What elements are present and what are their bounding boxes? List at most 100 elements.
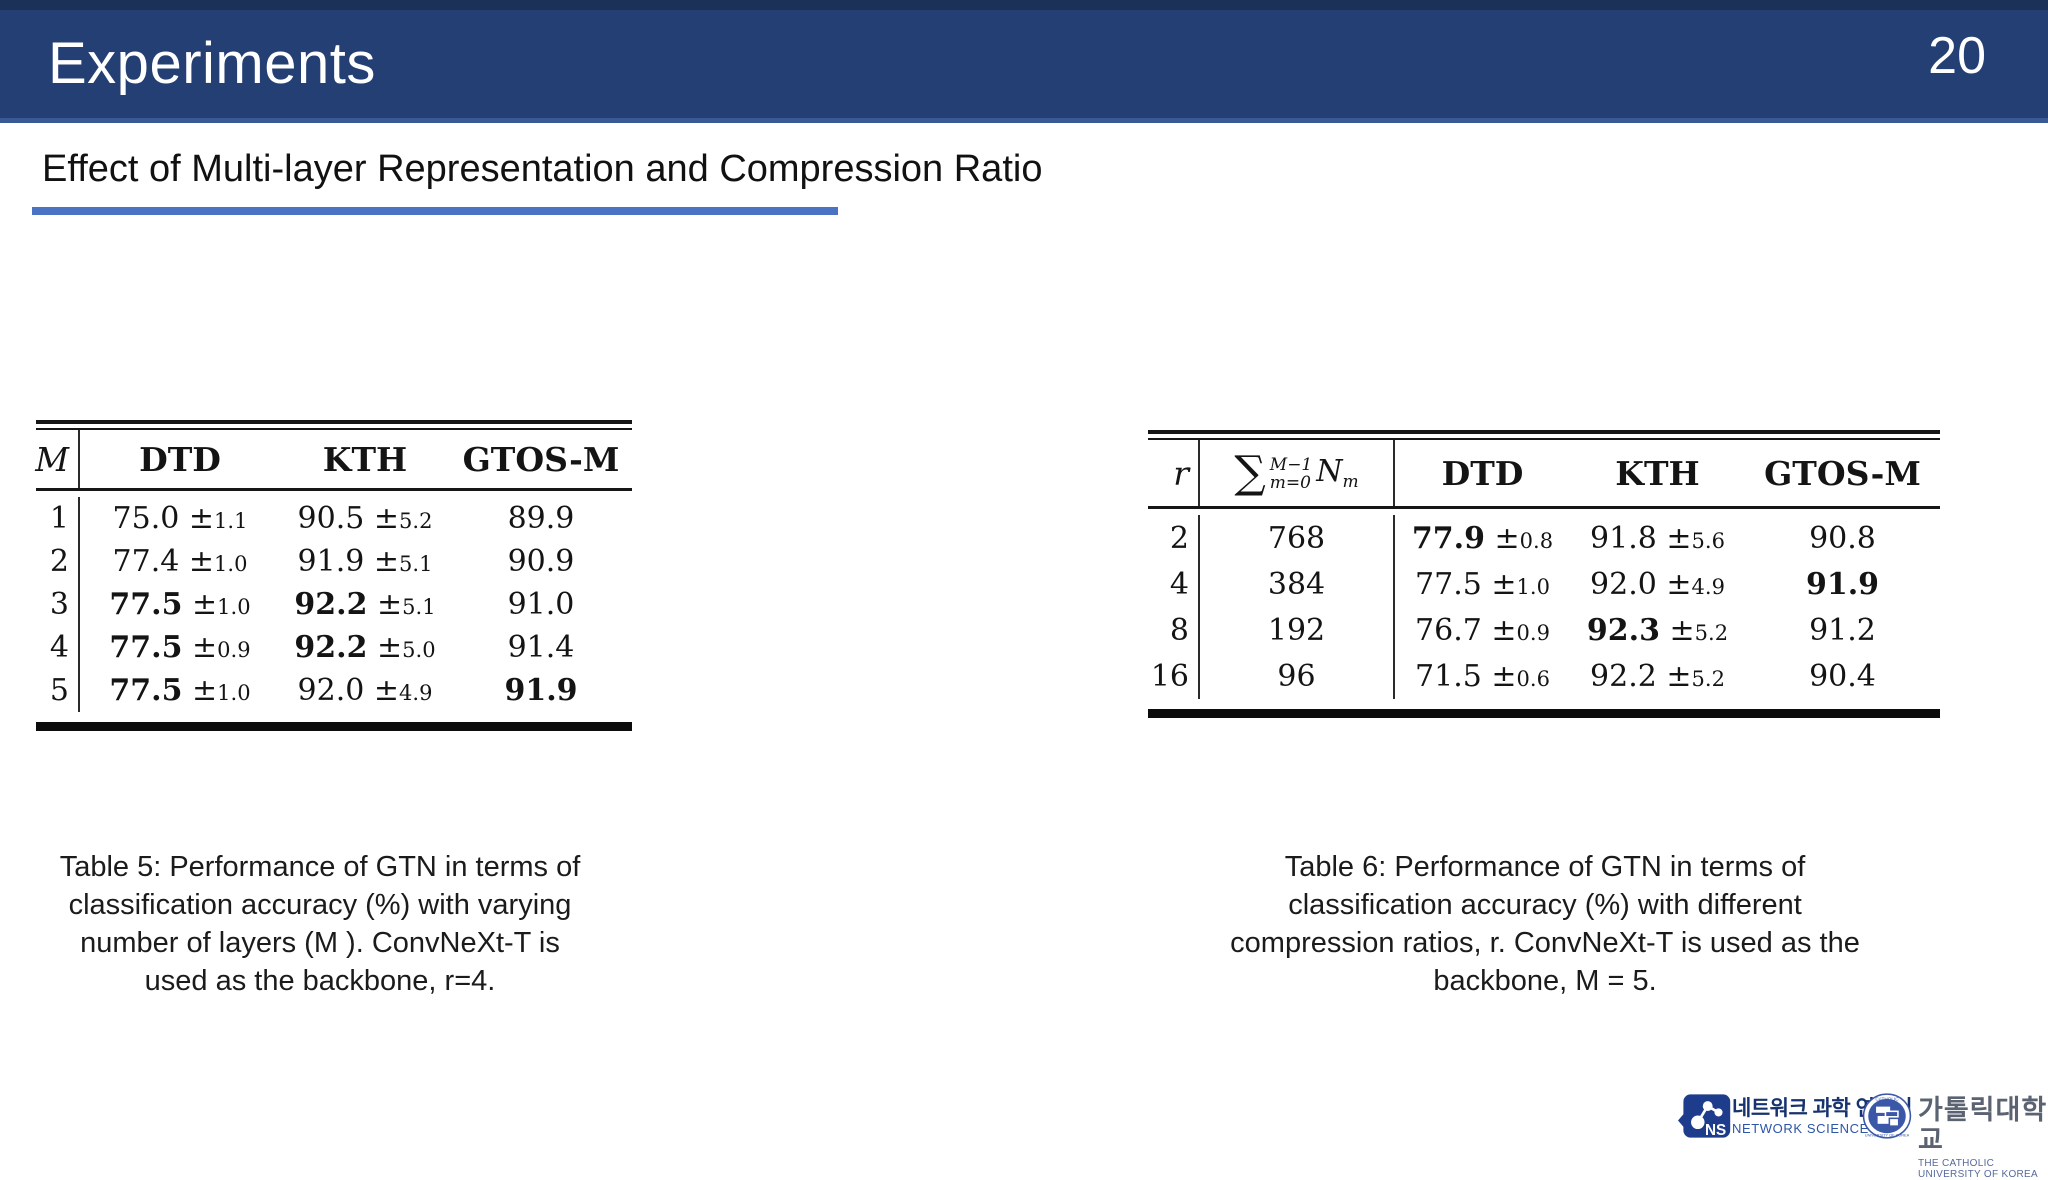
key-cell: 1 [36,497,80,540]
value-cell: 76.7 ±0.9 [1415,612,1550,648]
table-row: 2 77.4 ±1.0 91.9 ±5.1 90.9 [36,540,632,583]
sum-lower-limit: m=0 [1269,473,1311,493]
sum-variable-sub: m [1342,472,1359,492]
key-cell: 4 [1148,561,1200,607]
value-cell: 91.0 [507,587,575,622]
caption-line: classification accuracy (%) with differe… [1288,889,1802,921]
table5-header-dtd: DTD [139,439,221,479]
sigma-symbol: ∑ [1234,447,1266,498]
slide-title: Experiments [48,31,376,96]
value-cell: 77.4 ±1.0 [112,544,248,579]
catholic-university-emblem-icon: CATHOLIC UNIVERSITY OF KOREA [1862,1091,1912,1146]
caption-line: used as the backbone, r=4. [144,965,496,997]
value-cell: 90.5 ±5.2 [297,501,433,536]
svg-text:CATHOLIC: CATHOLIC [1875,1096,1899,1101]
value-cell: 92.0 ±4.9 [1590,566,1725,602]
value-cell: 91.9 [504,673,578,708]
table6-header-dtd: DTD [1441,453,1524,493]
caption-line: classification accuracy (%) with varying [68,889,572,921]
value-cell: 71.5 ±0.6 [1415,658,1550,694]
table6-header-kth: KTH [1615,453,1700,493]
caption-line: compression ratios, r. ConvNeXt-T is use… [1230,927,1860,959]
svg-text:UNIVERSITY OF KOREA: UNIVERSITY OF KOREA [1865,1132,1910,1137]
table5-top-rule [36,420,632,430]
cuk-name-english: THE CATHOLIC UNIVERSITY OF KOREA [1918,1158,2038,1180]
value-cell: 92.2 ±5.2 [1590,658,1725,694]
value-cell: 77.5 ±1.0 [109,673,251,708]
table5-caption: Table 5: Performance of GTN in terms of c… [10,848,630,1000]
key-cell: 192 [1200,607,1395,653]
slide-header-bar [0,0,2048,123]
table5-header-m: M [35,430,80,488]
value-cell: 91.8 ±5.6 [1590,520,1725,556]
table6-caption: Table 6: Performance of GTN in terms of c… [1175,848,1915,1000]
table5-header-row: M DTD KTH GTOS-M [35,430,632,488]
table6-header-r: r [1148,440,1200,506]
caption-line: backbone, M = 5. [1433,965,1657,997]
key-cell: 768 [1200,515,1395,561]
key-cell: 3 [36,583,80,626]
value-cell: 90.9 [507,544,575,579]
value-cell: 92.0 ±4.9 [297,673,433,708]
value-cell: 91.9 ±5.1 [297,544,433,579]
table5-body: 1 75.0 ±1.1 90.5 ±5.2 89.9 2 77.4 ±1.0 91.9 ±5… [36,491,632,716]
table-row: 4 384 77.5 ±1.0 92.0 ±4.9 91.9 [1148,561,1940,607]
table5-header-gtosm: GTOS-M [462,439,620,479]
key-cell: 96 [1200,653,1395,699]
value-cell: 77.5 ±1.0 [109,587,251,622]
table-row: 8 192 76.7 ±0.9 92.3 ±5.2 91.2 [1148,607,1940,653]
table6: r ∑ M−1 m=0 Nm DTD KTH GTOS-M 2 768 77.9 ±… [1148,430,1940,718]
value-cell: 91.9 [1805,566,1880,602]
value-cell: 77.5 ±0.9 [109,630,251,665]
value-cell: 90.8 [1809,520,1876,556]
value-cell: 91.2 [1809,612,1876,648]
value-cell: 77.9 ±0.8 [1411,520,1554,556]
value-cell: 92.3 ±5.2 [1586,612,1729,648]
table-row: 5 77.5 ±1.0 92.0 ±4.9 91.9 [36,669,632,712]
table6-bottom-rule [1148,709,1940,718]
caption-line: Table 5: Performance of GTN in terms of [59,851,581,883]
table-row: 4 77.5 ±0.9 92.2 ±5.0 91.4 [36,626,632,669]
table6-header-row: r ∑ M−1 m=0 Nm DTD KTH GTOS-M [1148,440,1940,506]
table6-header-sum: ∑ M−1 m=0 Nm [1200,440,1395,506]
key-cell: 384 [1200,561,1395,607]
table-row: 16 96 71.5 ±0.6 92.2 ±5.2 90.4 [1148,653,1940,699]
sum-upper-limit: M−1 [1269,455,1313,476]
value-cell: 92.2 ±5.1 [294,587,436,622]
svg-text:NS: NS [1705,1122,1726,1139]
sum-term: Nm [1316,454,1358,492]
catholic-university-logo-text: 가톨릭대학교 THE CATHOLIC UNIVERSITY OF KOREA [1918,1095,2048,1180]
value-cell: 77.5 ±1.0 [1415,566,1550,602]
table6-header-gtosm: GTOS-M [1764,453,1921,493]
table6-body: 2 768 77.9 ±0.8 91.8 ±5.6 90.8 4 384 77.5 ±1.0 9… [1148,509,1940,703]
accent-underline [32,207,838,215]
cuk-name-korean: 가톨릭대학교 [1918,1095,2048,1155]
table-row: 1 75.0 ±1.1 90.5 ±5.2 89.9 [36,497,632,540]
value-cell: 75.0 ±1.1 [112,501,248,536]
key-cell: 4 [36,626,80,669]
ns-lab-name-english: NETWORK SCIENCE LAB [1732,1121,1900,1137]
table5: M DTD KTH GTOS-M 1 75.0 ±1.1 90.5 ±5.2 89.9… [35,420,632,731]
section-subtitle: Effect of Multi-layer Representation and… [42,148,1043,190]
value-cell: 90.4 [1809,658,1876,694]
table5-header-kth: KTH [322,439,408,479]
key-cell: 2 [1148,515,1200,561]
key-cell: 5 [36,669,80,712]
table6-top-rule [1148,430,1940,440]
network-science-lab-logo-icon: NS [1678,1092,1732,1145]
table-row: 2 768 77.9 ±0.8 91.8 ±5.6 90.8 [1148,515,1940,561]
caption-line: Table 6: Performance of GTN in terms of [1284,851,1806,883]
value-cell: 92.2 ±5.0 [294,630,436,665]
table6-header-rule [1148,506,1940,509]
table5-header-rule [36,488,632,491]
caption-line: number of layers (M ). ConvNeXt-T is [80,927,560,959]
key-cell: 2 [36,540,80,583]
key-cell: 8 [1148,607,1200,653]
table5-bottom-rule [36,722,632,731]
sum-formula: ∑ M−1 m=0 Nm [1234,451,1358,495]
key-cell: 16 [1148,653,1200,699]
value-cell: 89.9 [507,501,575,536]
page-number: 20 [1928,27,1986,85]
value-cell: 91.4 [507,630,575,665]
sum-limits: M−1 m=0 [1269,455,1313,493]
